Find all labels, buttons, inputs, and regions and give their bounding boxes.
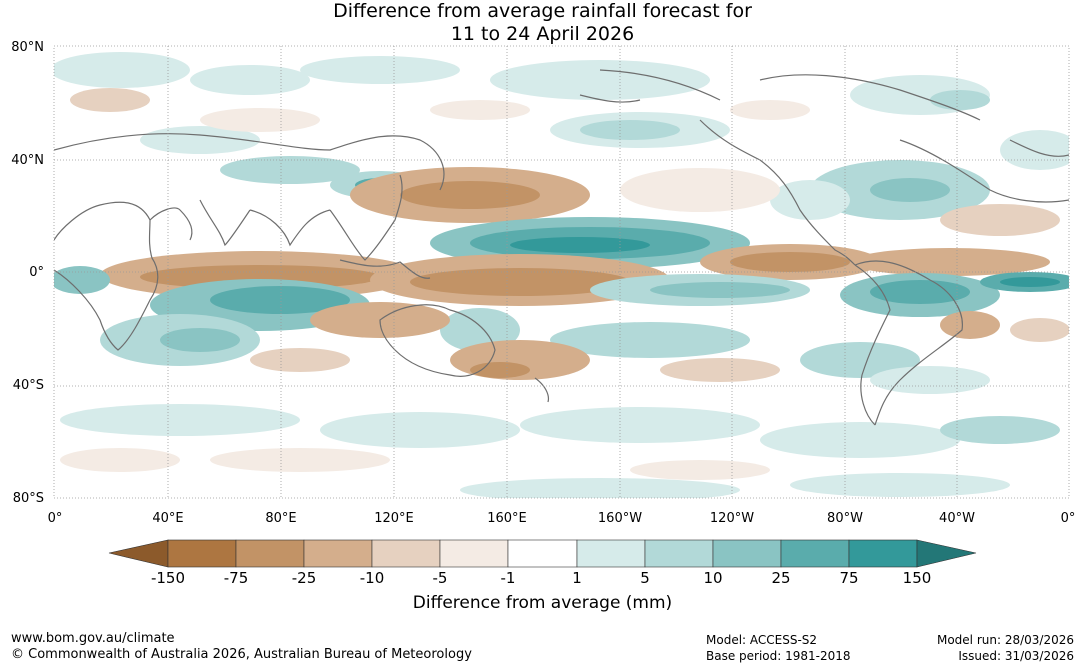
colorbar-title: Difference from average (mm) <box>412 593 673 613</box>
colorbar-swatch-5 <box>439 539 509 568</box>
lat-label-80s: 80°S <box>13 491 44 506</box>
colorbar-swatch-1 <box>167 539 237 568</box>
colorbar-swatch-7 <box>576 539 646 568</box>
colorbar-arrow-dry <box>108 539 169 568</box>
lon-label-40e: 40°E <box>152 511 183 526</box>
colorbar-swatch-3 <box>303 539 373 568</box>
lon-label-0-right: 0° <box>1061 511 1076 526</box>
colorbar-swatch-2 <box>235 539 305 568</box>
lon-label-160w: 160°W <box>598 511 642 526</box>
colorbar-label: -75 <box>224 569 249 587</box>
wet-patches-north <box>54 52 1069 220</box>
footer-issued: Issued: 31/03/2026 <box>958 649 1074 663</box>
footer-copyright: © Commonwealth of Australia 2026, Austra… <box>11 647 472 662</box>
colorbar-label: 5 <box>640 569 650 587</box>
colorbar-swatch-8 <box>644 539 714 568</box>
colorbar-label: -150 <box>151 569 185 587</box>
title-line-1: Difference from average rainfall forecas… <box>333 0 752 22</box>
colorbar-label: 150 <box>903 569 932 587</box>
colorbar-label: 10 <box>703 569 722 587</box>
lon-label-120w: 120°W <box>710 511 754 526</box>
lat-label-40n: 40°N <box>11 153 44 168</box>
map-frame <box>53 45 1070 499</box>
graticule <box>54 46 1069 498</box>
lat-label-80n: 80°N <box>11 40 44 55</box>
colorbar-swatch-9 <box>712 539 782 568</box>
lon-label-80w: 80°W <box>827 511 863 526</box>
lon-label-80e: 80°E <box>265 511 296 526</box>
footer-url[interactable]: www.bom.gov.au/climate <box>11 631 175 646</box>
lon-label-120e: 120°E <box>374 511 414 526</box>
lon-label-40w: 40°W <box>939 511 975 526</box>
title-line-2: 11 to 24 April 2026 <box>450 23 635 45</box>
footer-model-run: Model run: 28/03/2026 <box>936 633 1074 647</box>
colorbar-swatch-6 <box>507 539 578 568</box>
colorbar-label: -10 <box>360 569 385 587</box>
longitude-labels: 0° 40°E 80°E 120°E 160°E 160°W 120°W 80°… <box>48 511 1076 526</box>
lon-label-160e: 160°E <box>487 511 527 526</box>
lat-label-40s: 40°S <box>13 378 44 393</box>
colorbar-label: -1 <box>501 569 516 587</box>
colorbar-swatch-4 <box>371 539 441 568</box>
southern-wet-zones <box>54 266 1069 394</box>
footer-base-period: Base period: 1981-2018 <box>706 649 851 663</box>
dry-patches-north <box>70 88 1060 236</box>
rainfall-anomaly-field <box>54 46 1069 498</box>
colorbar-label: -25 <box>292 569 317 587</box>
southern-ocean-patches <box>60 404 1060 498</box>
colorbar-swatch-10 <box>780 539 850 568</box>
colorbar-labels: -150 -75 -25 -10 -5 -1 1 5 10 25 75 150 <box>151 569 931 587</box>
footer-model: Model: ACCESS-S2 <box>706 633 818 647</box>
colorbar-label: 25 <box>771 569 790 587</box>
lon-label-0-left: 0° <box>48 511 63 526</box>
colorbar-label: 75 <box>839 569 858 587</box>
colorbar-label: -5 <box>433 569 448 587</box>
colorbar <box>108 539 977 568</box>
map-title: Difference from average rainfall forecas… <box>0 0 1085 46</box>
lat-label-0: 0° <box>29 265 44 280</box>
colorbar-arrow-wet <box>916 539 977 568</box>
colorbar-label: 1 <box>572 569 582 587</box>
latitude-labels: 80°N 40°N 0° 40°S 80°S <box>11 40 44 506</box>
colorbar-swatch-11 <box>848 539 918 568</box>
